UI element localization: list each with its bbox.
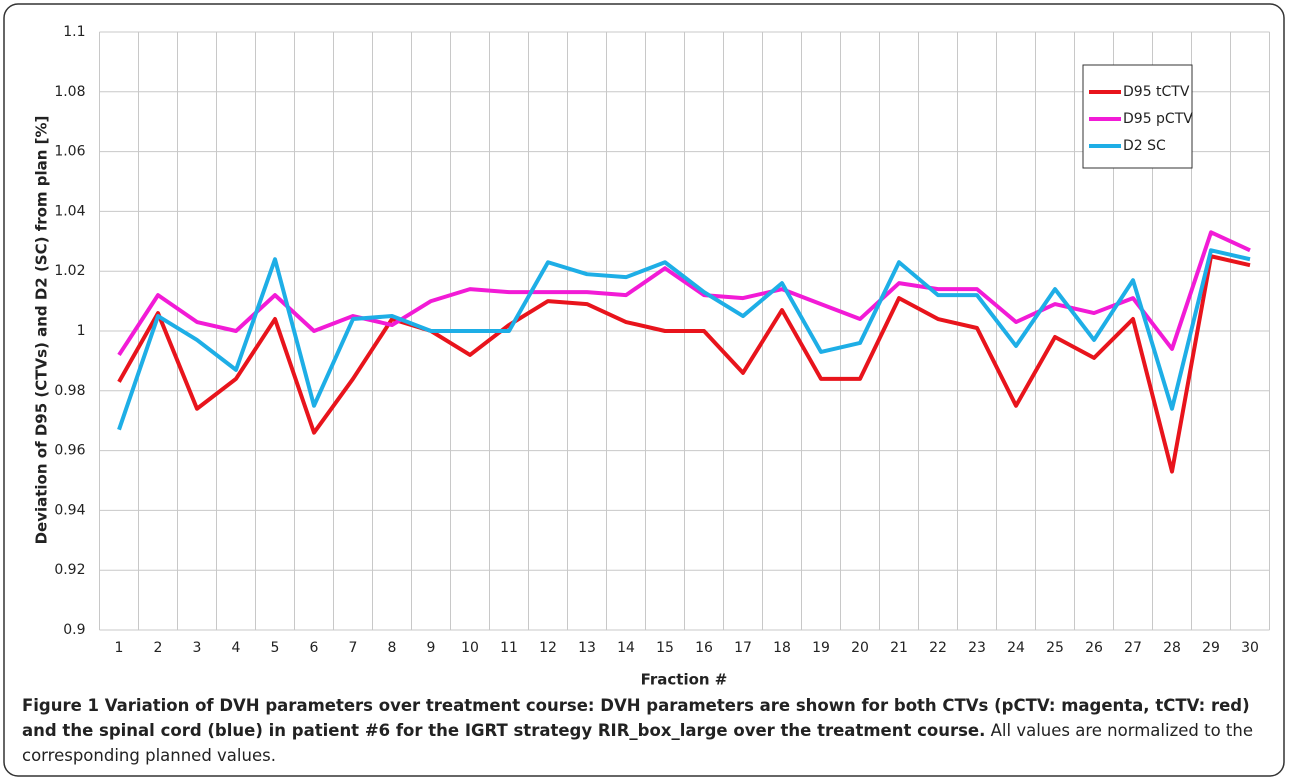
- y-tick-label: 1.1: [63, 24, 85, 40]
- x-tick-label: 8: [388, 640, 397, 656]
- x-tick-label: 23: [968, 640, 986, 656]
- legend-box: [1082, 64, 1193, 169]
- legend-label: D2 SC: [1123, 138, 1166, 154]
- x-tick-label: 13: [578, 640, 596, 656]
- caption-text: All values are normalized to the corresp…: [22, 721, 1253, 765]
- series-line: [117, 248, 1251, 431]
- y-tick-label: 0.94: [54, 502, 85, 518]
- y-tick-label: 1: [77, 323, 86, 339]
- x-tick-label: 6: [310, 640, 319, 656]
- legend-label: D95 tCTV: [1123, 84, 1190, 100]
- x-tick-label: 15: [656, 640, 674, 656]
- series-line: [117, 254, 1251, 474]
- x-tick-label: 17: [734, 640, 752, 656]
- caption: Figure 1 Variation of DVH parameters ove…: [22, 693, 1272, 768]
- x-tick-label: 24: [1007, 640, 1025, 656]
- y-tick-label: 0.92: [54, 562, 85, 578]
- x-tick-label: 7: [349, 640, 358, 656]
- caption-label: Figure 1 Variation of DVH parameters ove…: [22, 696, 1250, 740]
- x-tick-label: 11: [500, 640, 518, 656]
- x-tick-label: 9: [427, 640, 436, 656]
- x-axis-title: Fraction #: [641, 671, 728, 689]
- x-tick-label: 28: [1163, 640, 1181, 656]
- x-tick-label: 19: [812, 640, 830, 656]
- x-tick-label: 4: [232, 640, 241, 656]
- x-tick-label: 14: [617, 640, 635, 656]
- y-tick-label: 1.08: [54, 84, 85, 100]
- x-tick-label: 18: [773, 640, 791, 656]
- x-tick-label: 10: [461, 640, 479, 656]
- y-tick-label: 1.06: [54, 144, 85, 160]
- x-tick-label: 16: [695, 640, 713, 656]
- x-tick-label: 2: [154, 640, 163, 656]
- x-tick-label: 25: [1046, 640, 1064, 656]
- figure-border: [3, 3, 1285, 777]
- x-tick-label: 29: [1202, 640, 1220, 656]
- x-tick-label: 3: [193, 640, 202, 656]
- x-tick-label: 26: [1085, 640, 1103, 656]
- x-tick-label: 22: [929, 640, 947, 656]
- x-tick-label: 1: [115, 640, 124, 656]
- y-axis-title: Deviation of D95 (CTVs) and D2 (SC) from…: [33, 116, 51, 545]
- x-tick-label: 21: [890, 640, 908, 656]
- y-tick-label: 0.98: [54, 383, 85, 399]
- x-tick-label: 27: [1124, 640, 1142, 656]
- y-tick-label: 1.02: [54, 263, 85, 279]
- y-tick-label: 0.96: [54, 443, 85, 459]
- y-tick-label: 1.04: [54, 203, 85, 219]
- series-line: [117, 230, 1251, 357]
- x-tick-label: 20: [851, 640, 869, 656]
- y-tick-label: 0.9: [63, 622, 85, 638]
- x-tick-label: 30: [1241, 640, 1259, 656]
- x-tick-label: 5: [271, 640, 280, 656]
- x-tick-label: 12: [539, 640, 557, 656]
- legend-label: D95 pCTV: [1123, 111, 1193, 127]
